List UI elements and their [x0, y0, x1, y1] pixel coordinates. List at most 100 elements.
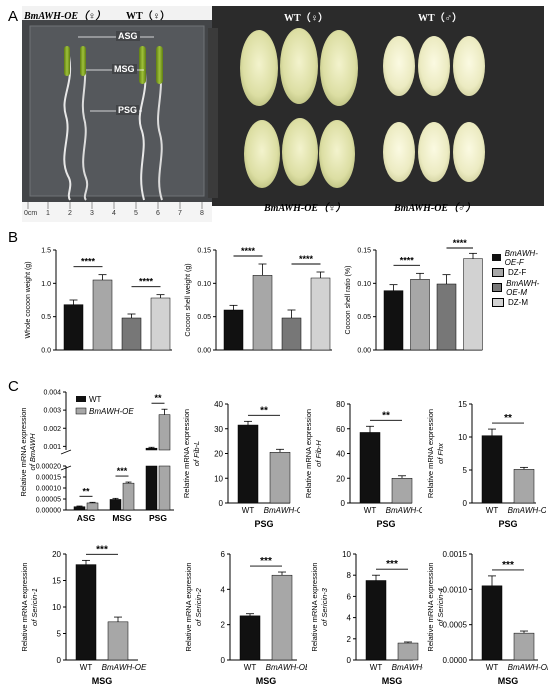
bar: [513, 469, 535, 504]
y-tick-label: 0.5: [41, 314, 51, 321]
photo-caption-wt-female-left: WT（♀）: [126, 11, 171, 22]
x-axis-label: MSG: [256, 676, 277, 686]
x-axis-label: PSG: [498, 519, 517, 529]
x-tick-label: WT: [242, 506, 255, 515]
sig-label: ****: [241, 246, 256, 256]
bar-lower: [158, 465, 171, 511]
bar: [107, 621, 129, 661]
legend-b-label-1: BmAWH-OE-F: [504, 248, 538, 267]
y-tick-label: 0.05: [197, 314, 211, 321]
cocoons-oe-female: [244, 118, 355, 188]
photo-illustration: [22, 6, 544, 222]
y-tick-label: 15: [52, 577, 61, 586]
y-tick-label: 0.00005: [36, 497, 61, 504]
chart-bmawh-expression: 0.00000 0.00005 0.00010 0.00015 0.00020 0.001…: [19, 390, 174, 523]
y-tick-label: 0.001: [43, 444, 61, 451]
sig-label: ****: [139, 277, 154, 287]
legend-b-label-3: BmAWH-OE-M: [506, 278, 540, 297]
bar: [481, 435, 503, 504]
chart-fib-l-expression: 0 10 20 30 40 ** WT BmAWH-OE PSG Relative mRNA ex…: [182, 400, 300, 529]
x-tick-label: BmAWH-OE: [508, 506, 546, 515]
bar: [239, 615, 261, 661]
y-axis-label-line1: Relative mRNA expression: [426, 409, 435, 498]
bar: [121, 317, 142, 351]
sig-label: **: [260, 405, 268, 416]
axis-break-mark: [60, 449, 72, 455]
y-axis-label-line1: Relative mRNA expression: [19, 407, 28, 496]
photo-caption-oe-female-bottom: BmAWH-OE（♀）: [264, 203, 346, 214]
chart-fhx-expression: 0 5 10 15 ** WT BmAWH-OE PSG Relative mRNA expre…: [426, 400, 546, 529]
silk-gland-oe: [63, 46, 89, 201]
legend-b-swatch-2: [492, 268, 504, 277]
x-tick-label: ASG: [77, 513, 96, 523]
sig-label: ****: [400, 255, 415, 265]
y-tick-label: 0.00: [357, 348, 371, 355]
legend-b-item-2: DZ-F: [492, 265, 550, 280]
bar: [513, 632, 535, 661]
legend-b-item-3: BmAWH-OE-M: [492, 278, 550, 297]
y-tick-label: 60: [336, 425, 345, 434]
chart-fib-h-expression: 0 20 40 60 80 ** WT BmAWH-OE PSG Relative mRNA ex…: [304, 400, 422, 529]
sig-label: ****: [81, 257, 96, 267]
legend-c-label-2: BmAWH-OE: [89, 407, 134, 416]
legend-c-swatch-1: [76, 396, 86, 402]
y-tick-label: 10: [458, 433, 467, 442]
photo-caption-oe-male: BmAWH-OE（♂）: [394, 203, 476, 214]
y-tick-label: 2: [221, 621, 226, 630]
y-tick-label: 0.10: [357, 281, 371, 288]
y-tick-label: 0: [219, 499, 224, 508]
bar: [73, 506, 86, 511]
x-tick-label: WT: [486, 663, 499, 672]
y-tick-label: 20: [336, 474, 345, 483]
chart-sericin-1-expression: 0 5 10 15 20 *** WT BmAWH-OE MSG Relative mRNA ex…: [20, 544, 147, 686]
y-tick-label: 5: [463, 466, 468, 475]
bar: [109, 499, 122, 511]
y-axis-label: Cocoon shell ratio (%): [345, 266, 352, 335]
y-tick-label: 2: [347, 635, 352, 644]
x-axis-label: PSG: [254, 519, 273, 529]
y-tick-label: 6: [347, 592, 352, 601]
chart-whole-cocoon-weight: 0.0 0.5 1.0 1.5 **** **** Whole cocoon weight …: [25, 248, 172, 355]
y-tick-label: 10: [214, 474, 223, 483]
y-axis-label-line2: of Fib-H: [314, 440, 323, 467]
photo-panel: BmAWH-OE（♀） WT（♀） ASG MSG PSG 0cm 1 2 3 …: [22, 6, 544, 222]
y-tick-label: 0.00000: [36, 508, 61, 515]
y-tick-label: 0.00015: [36, 475, 61, 482]
chart-cocoon-shell-ratio: 0.00 0.05 0.10 0.15 **** **** Cocoon shell rat…: [345, 238, 483, 355]
bar: [365, 580, 387, 661]
label-psg: PSG: [116, 105, 140, 115]
y-axis-label-line2: of Sericin-2: [194, 587, 203, 626]
sig-label: ***: [260, 556, 272, 567]
panel-letter-a: A: [8, 8, 19, 25]
y-tick-label: 0.00020: [36, 464, 61, 471]
y-tick-label: 0.004: [43, 390, 61, 397]
y-axis-label-line2: of Sericin-3: [320, 587, 329, 626]
bar-upper: [158, 414, 171, 451]
cocoons-wt-female: [240, 28, 358, 106]
y-axis-label-line2: of Fib-L: [192, 441, 201, 466]
chart-cocoon-shell-weight: 0.00 0.05 0.10 0.15 **** **** Cocoon shell wei…: [185, 246, 332, 355]
bar: [397, 642, 419, 661]
legend-b-label-4: DZ-M: [508, 298, 528, 307]
axis-break-mark: [60, 465, 72, 471]
chart-sericin-3-expression: 0 2 4 6 8 10 *** WT BmAWH-OE MSG Relative mRNA exp…: [310, 550, 423, 686]
legend-b-swatch-1: [492, 254, 501, 261]
y-tick-label: 0.0000: [443, 656, 468, 665]
sig-label: ****: [453, 238, 468, 248]
y-tick-label: 10: [52, 603, 61, 612]
y-tick-label: 6: [221, 550, 226, 559]
bar: [75, 564, 97, 661]
sig-label: ***: [502, 560, 514, 571]
y-tick-label: 30: [214, 425, 223, 434]
bar: [391, 478, 413, 504]
ruler-label-7: 7: [178, 210, 182, 217]
bar-lower: [145, 465, 158, 511]
bar: [150, 297, 171, 351]
cocoons-oe-male: [383, 122, 485, 182]
legend-b-item-1: BmAWH-OE-F: [492, 248, 550, 267]
y-axis-label: Whole cocoon weight (g): [25, 261, 32, 338]
legend-b-label-2: DZ-F: [508, 268, 527, 277]
sig-label: ***: [386, 559, 398, 570]
photo-caption-wt-female: WT（♀）: [284, 13, 329, 24]
sig-label: ***: [96, 544, 108, 555]
